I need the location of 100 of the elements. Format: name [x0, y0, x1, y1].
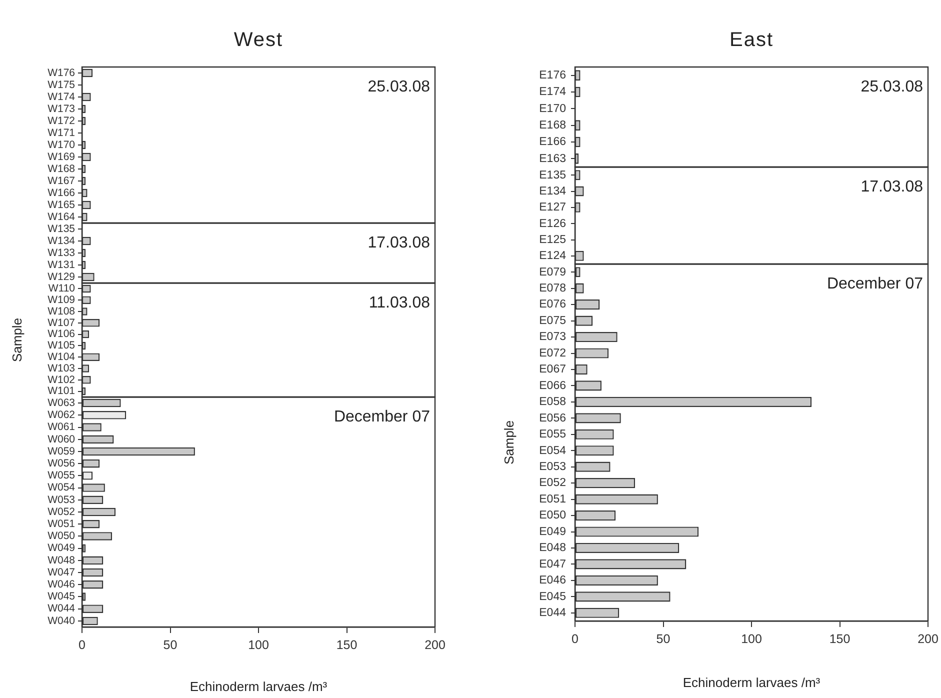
annotation: 11.03.08: [368, 294, 430, 312]
y-tick-label: W170: [48, 138, 76, 151]
y-tick-label: E050: [539, 510, 566, 522]
y-tick-label: E058: [539, 396, 566, 408]
y-tick-label: W102: [48, 374, 76, 386]
y-tick-label: W135: [48, 222, 76, 235]
y-tick-label: E163: [539, 152, 566, 165]
y-tick-label: E075: [539, 314, 566, 327]
y-tick-label: W040: [48, 614, 76, 627]
y-tick-label: E072: [539, 347, 566, 360]
y-tick-label: W131: [48, 258, 76, 271]
x-tick-label: 0: [78, 638, 86, 652]
y-tick-label: W103: [48, 362, 76, 374]
annotation: 17.03.08: [860, 178, 924, 196]
y-tick-label: W133: [48, 246, 76, 259]
y-tick-label: W052: [48, 506, 76, 518]
x-axis-title: Echinoderm larvaes /m³: [682, 674, 821, 690]
y-tick-label: W056: [48, 457, 76, 470]
y-tick-label: E168: [539, 120, 566, 132]
y-tick-label: W046: [48, 578, 76, 591]
y-tick-label: E076: [539, 298, 566, 311]
y-tick-label: W050: [48, 530, 76, 542]
y-tick-label: W173: [48, 102, 76, 115]
y-tick-label: E054: [539, 444, 567, 457]
annotation: December 07: [826, 275, 924, 292]
y-tick-label: W060: [48, 433, 76, 446]
y-tick-label: W169: [48, 150, 76, 163]
y-tick-label: E127: [539, 202, 566, 214]
y-tick-label: W054: [48, 482, 76, 494]
y-tick-label: E124: [539, 250, 567, 262]
y-tick-label: E044: [539, 607, 567, 620]
y-tick-label: E126: [539, 218, 566, 230]
y-tick-label: W101: [48, 385, 76, 398]
y-tick-label: W172: [48, 114, 76, 127]
y-tick-label: E174: [539, 86, 567, 98]
y-tick-label: W175: [48, 78, 76, 91]
y-tick-label: W108: [48, 305, 76, 318]
annotation: December 07: [334, 408, 430, 426]
y-tick-label: W167: [48, 174, 76, 187]
x-tick-label: 0: [572, 632, 579, 646]
y-tick-label: E055: [539, 428, 566, 441]
y-tick-label: E067: [539, 364, 566, 376]
y-tick-label: W059: [48, 445, 76, 458]
y-tick-label: E051: [539, 493, 566, 506]
y-tick-label: W061: [48, 421, 76, 434]
y-tick-label: W047: [48, 566, 76, 578]
y-tick-label: E052: [539, 477, 566, 490]
y-tick-label: W109: [48, 294, 76, 306]
x-axis-title: Echinoderm larvaes /m³: [190, 678, 328, 694]
y-tick-label: W164: [48, 210, 76, 223]
x-tick-label: 100: [248, 638, 269, 652]
y-tick-label: E166: [539, 136, 566, 148]
annotation: 25.03.08: [368, 78, 430, 96]
y-tick-label: E125: [539, 234, 566, 246]
y-tick-label: W105: [48, 340, 76, 352]
y-tick-label: W129: [48, 270, 76, 283]
y-tick-label: W044: [48, 602, 76, 615]
y-tick-label: E066: [539, 380, 566, 392]
y-tick-label: E056: [539, 412, 566, 424]
y-tick-label: W168: [48, 162, 76, 175]
y-tick-label: W134: [48, 234, 76, 247]
y-tick-label: W045: [48, 590, 76, 603]
y-tick-label: E048: [539, 542, 566, 554]
y-tick-label: E049: [539, 526, 566, 538]
y-tick-label: W048: [48, 554, 76, 566]
x-tick-label: 200: [918, 632, 938, 646]
y-tick-label: W165: [48, 198, 76, 211]
y-tick-label: W166: [48, 186, 76, 199]
y-tick-label: W110: [48, 282, 76, 295]
y-tick-label: E135: [539, 169, 566, 182]
x-tick-label: 150: [336, 638, 358, 652]
annotation: 25.03.08: [860, 78, 924, 96]
y-tick-label: W063: [48, 396, 76, 409]
y-tick-label: E170: [539, 102, 566, 115]
annotation: 17.03.08: [368, 234, 430, 252]
y-tick-label: E047: [539, 558, 566, 570]
y-tick-label: E045: [539, 590, 566, 603]
x-tick-label: 200: [424, 638, 446, 652]
y-tick-label: E053: [539, 461, 566, 474]
y-tick-label: E078: [539, 282, 566, 295]
y-tick-label: W174: [48, 90, 76, 103]
x-tick-label: 100: [741, 632, 762, 646]
y-tick-label: W062: [48, 409, 76, 422]
y-tick-label: W051: [48, 518, 76, 530]
y-tick-label: W049: [48, 542, 76, 554]
x-tick-label: 50: [163, 638, 178, 652]
y-tick-label: E134: [539, 185, 567, 198]
chart-title: East: [728, 28, 775, 52]
y-tick-label: E073: [539, 331, 566, 344]
y-tick-label: W107: [48, 316, 76, 329]
y-axis-title: Sample: [501, 420, 516, 465]
y-tick-label: W171: [48, 126, 76, 139]
y-axis-title: Sample: [9, 318, 24, 362]
chart-title: West: [232, 28, 284, 52]
y-tick-label: E176: [539, 70, 566, 82]
y-tick-label: W055: [48, 470, 76, 482]
y-tick-label: E079: [539, 266, 566, 278]
y-tick-label: W176: [48, 66, 76, 79]
y-tick-label: W104: [48, 350, 76, 363]
x-tick-label: 150: [829, 632, 850, 646]
